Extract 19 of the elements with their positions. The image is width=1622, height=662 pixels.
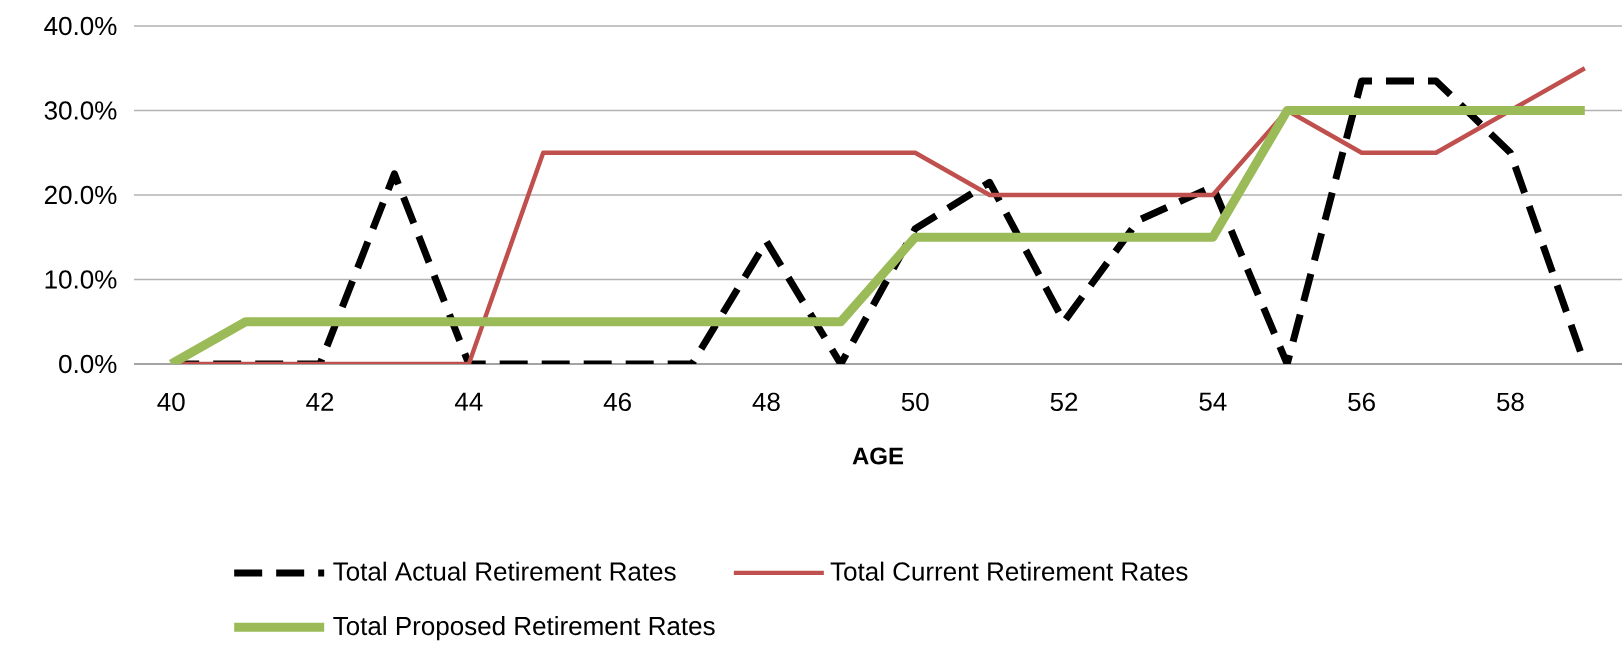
legend-label: Total Proposed Retirement Rates bbox=[333, 616, 715, 641]
x-tick-label: 48 bbox=[752, 392, 780, 412]
y-tick-label: 40.0% bbox=[44, 16, 117, 36]
x-tick-label: 58 bbox=[1496, 392, 1524, 412]
x-tick-label: 50 bbox=[901, 392, 929, 412]
x-tick-label: 40 bbox=[157, 392, 185, 412]
legend-label: Total Actual Retirement Rates bbox=[333, 561, 676, 581]
x-tick-label: 54 bbox=[1199, 392, 1227, 411]
y-tick-label: 20.0% bbox=[44, 185, 117, 205]
x-tick-label: 42 bbox=[306, 392, 334, 411]
y-tick-label: 30.0% bbox=[44, 101, 117, 120]
y-tick-label: 0.0% bbox=[59, 354, 117, 374]
y-tick-label: 10.0% bbox=[45, 270, 117, 289]
x-tick-label: 52 bbox=[1050, 392, 1078, 412]
x-tick-label: 56 bbox=[1348, 392, 1375, 412]
legend-label: Total Current Retirement Rates bbox=[830, 561, 1188, 581]
x-tick-label: 44 bbox=[454, 392, 483, 411]
x-axis-title: AGE bbox=[852, 447, 904, 465]
x-tick-label: 46 bbox=[603, 392, 631, 412]
